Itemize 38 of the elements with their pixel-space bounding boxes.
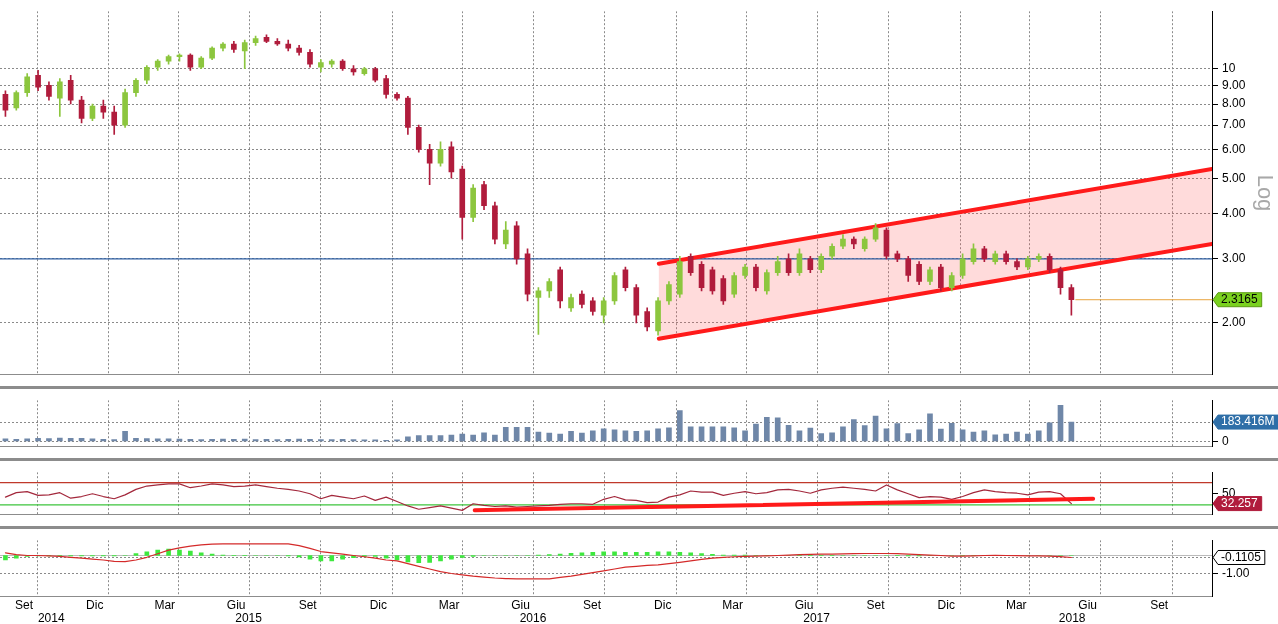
x-tick-label: Set [866,597,886,612]
x-tick-label: Giu [794,597,814,612]
x2-tick-label: 2014 [37,610,65,624]
text: 2.3165 [1221,292,1258,307]
x-tick-label: Dic [937,597,955,612]
x-tick-label: Dic [86,597,104,612]
x-tick-label: Mar [154,597,176,612]
x-tick-label: Mar [438,597,460,612]
x-tick-label: Mar [722,597,743,612]
y-tick-label: -0.1105 [1221,549,1262,564]
y-tick-label: 6.00 [1222,141,1246,156]
y-tick-label: 183.416M [1221,414,1275,429]
y-tick-label: 5.00 [1222,170,1246,185]
x-tick-label: Giu [1078,597,1098,612]
x-tick-label: Set [298,597,318,612]
x2-tick-label: 2017 [803,610,831,624]
x-tick-label: Giu [226,597,246,612]
x-tick-label: Set [583,597,602,612]
y-tick-label: 7.00 [1222,117,1246,132]
y-tick-label: 32.257 [1221,495,1259,510]
y-tick-label: 9.00 [1222,77,1246,92]
y-tick-label: 2.00 [1222,315,1246,330]
x2-tick-label: 2018 [1058,610,1086,624]
y-tick-label: 3.00 [1222,251,1246,266]
y-tick-label: 8.00 [1222,96,1246,111]
x-tick-label: Giu [511,597,530,612]
y-tick-label: -1.00 [1222,565,1250,580]
y-axis-title: Log [1252,174,1278,212]
x-tick-label: Dic [369,597,388,612]
y-tick-label: 0 [1222,433,1229,448]
y-tick-label: 10 [1222,61,1236,76]
x-tick-label: Set [1150,597,1169,612]
x-tick-label: Mar [1005,597,1027,612]
x2-tick-label: 2015 [235,610,263,624]
y-tick-label: 4.00 [1222,205,1246,220]
x2-tick-label: 2016 [519,610,547,624]
x-tick-label: Set [15,597,34,612]
x-tick-label: Dic [654,597,672,612]
